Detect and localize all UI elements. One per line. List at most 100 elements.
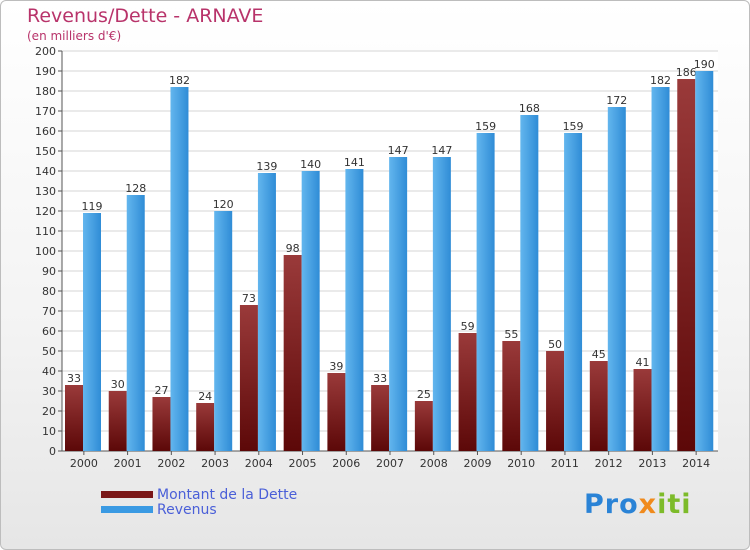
bar-revenus	[83, 213, 101, 451]
y-tick-label: 20	[42, 405, 56, 418]
legend: Montant de la Dette Revenus	[101, 486, 298, 518]
value-label-dette: 55	[504, 328, 518, 341]
bar-dette	[196, 403, 215, 451]
y-tick-label: 190	[35, 65, 56, 78]
bar-dette	[589, 361, 608, 451]
y-tick-label: 60	[42, 325, 56, 338]
bar-dette	[546, 351, 565, 451]
y-tick-label: 130	[35, 185, 56, 198]
value-label-revenus: 139	[256, 160, 277, 173]
bar-dette	[239, 305, 258, 451]
y-tick-label: 120	[35, 205, 56, 218]
y-tick-label: 30	[42, 385, 56, 398]
value-label-dette: 33	[67, 372, 81, 385]
x-tick-label: 2004	[245, 457, 273, 470]
bar-revenus	[214, 211, 233, 451]
brand-part-2: x	[638, 489, 658, 520]
bar-dette	[677, 79, 696, 451]
x-tick-label: 2011	[551, 457, 579, 470]
x-tick-label: 2014	[682, 457, 710, 470]
value-label-dette: 186	[676, 66, 697, 79]
bar-revenus	[345, 169, 364, 451]
y-tick-label: 160	[35, 125, 56, 138]
y-tick-label: 200	[35, 45, 56, 58]
value-label-revenus: 182	[650, 74, 671, 87]
bar-revenus	[432, 157, 451, 451]
bar-revenus	[695, 71, 714, 451]
bar-revenus	[607, 107, 626, 451]
x-tick-label: 2006	[332, 457, 360, 470]
value-label-revenus: 128	[125, 182, 146, 195]
brand-logo: Proxiti	[584, 489, 692, 520]
value-label-dette: 27	[154, 384, 168, 397]
value-label-revenus: 168	[519, 102, 540, 115]
y-tick-label: 80	[42, 285, 56, 298]
bar-revenus	[476, 133, 495, 451]
bar-dette	[152, 397, 171, 451]
x-tick-label: 2009	[463, 457, 491, 470]
bar-revenus	[389, 157, 408, 451]
y-tick-label: 100	[35, 245, 56, 258]
value-label-dette: 33	[373, 372, 387, 385]
legend-swatch-revenus	[101, 506, 153, 513]
x-tick-label: 2001	[114, 457, 142, 470]
value-label-dette: 45	[592, 348, 606, 361]
legend-item-revenus: Revenus	[101, 501, 297, 518]
value-label-revenus: 119	[82, 200, 103, 213]
y-tick-label: 70	[42, 305, 56, 318]
bar-dette	[327, 373, 346, 451]
legend-label-revenus: Revenus	[157, 501, 217, 518]
y-tick-label: 50	[42, 345, 56, 358]
bar-dette	[414, 401, 433, 451]
value-label-revenus: 159	[475, 120, 496, 133]
chart-subtitle: (en milliers d'€)	[27, 29, 122, 43]
bar-dette	[371, 385, 390, 451]
bar-revenus	[257, 173, 276, 451]
y-tick-label: 110	[35, 225, 56, 238]
chart-title: Revenus/Dette - ARNAVE	[27, 5, 264, 27]
brand-part-3: iti	[657, 489, 692, 520]
value-label-dette: 25	[417, 388, 431, 401]
x-tick-label: 2000	[70, 457, 98, 470]
value-label-dette: 98	[286, 242, 300, 255]
bar-revenus	[520, 115, 539, 451]
value-label-dette: 24	[198, 390, 212, 403]
bar-dette	[502, 341, 521, 451]
y-tick-label: 0	[49, 445, 56, 458]
y-tick-label: 150	[35, 145, 56, 158]
legend-swatch-dette	[101, 491, 153, 498]
bar-dette	[458, 333, 477, 451]
x-tick-label: 2007	[376, 457, 404, 470]
bar-revenus	[651, 87, 670, 451]
value-label-revenus: 159	[563, 120, 584, 133]
legend-item-dette: Montant de la Dette	[101, 486, 298, 503]
brand-part-1: Pro	[584, 489, 639, 520]
bar-revenus	[126, 195, 145, 451]
value-label-revenus: 147	[388, 144, 409, 157]
x-tick-label: 2008	[420, 457, 448, 470]
bar-dette	[65, 385, 83, 451]
y-tick-label: 140	[35, 165, 56, 178]
value-label-dette: 59	[461, 320, 475, 333]
value-label-revenus: 120	[213, 198, 234, 211]
value-label-revenus: 182	[169, 74, 190, 87]
value-label-revenus: 141	[344, 156, 365, 169]
x-tick-label: 2003	[201, 457, 229, 470]
x-tick-label: 2010	[507, 457, 535, 470]
bar-revenus	[564, 133, 583, 451]
bar-dette	[108, 391, 127, 451]
value-label-dette: 39	[329, 360, 343, 373]
y-tick-label: 170	[35, 105, 56, 118]
y-tick-label: 10	[42, 425, 56, 438]
value-label-revenus: 147	[431, 144, 452, 157]
value-label-revenus: 190	[694, 58, 715, 71]
x-tick-label: 2012	[595, 457, 623, 470]
y-tick-label: 90	[42, 265, 56, 278]
bar-dette	[283, 255, 302, 451]
value-label-revenus: 172	[606, 94, 627, 107]
value-label-dette: 30	[111, 378, 125, 391]
bar-dette	[633, 369, 652, 451]
legend-label-dette: Montant de la Dette	[157, 486, 298, 503]
x-tick-label: 2013	[638, 457, 666, 470]
